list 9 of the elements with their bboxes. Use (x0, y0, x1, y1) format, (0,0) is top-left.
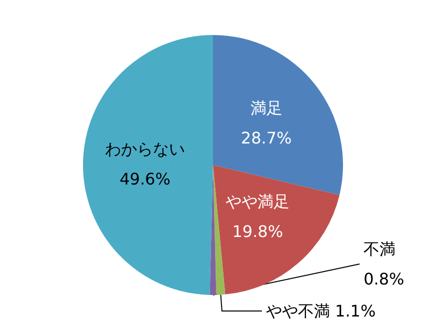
slice-label: 満足 (250, 98, 282, 118)
data-label: 19.8% (232, 222, 284, 241)
slice-label: 不満 (364, 240, 396, 258)
data-label: 28.7% (240, 128, 292, 148)
slice-label: わからない (105, 140, 186, 159)
data-label: 0.8% (364, 270, 404, 288)
slice-label: やや満足 (226, 192, 290, 211)
slice-label: やや不満 1.1% (266, 302, 376, 320)
data-label: 49.6% (120, 170, 170, 189)
